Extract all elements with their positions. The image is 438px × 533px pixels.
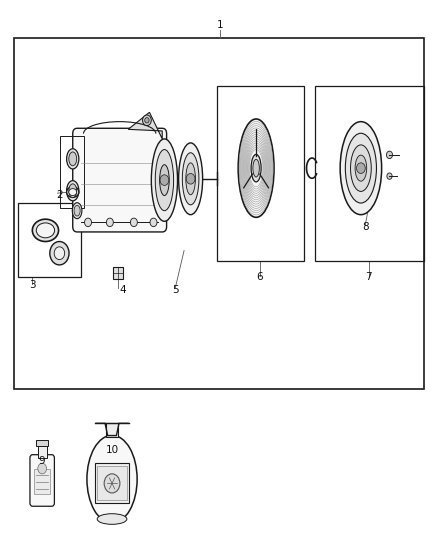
Ellipse shape	[345, 133, 376, 203]
Bar	[95, 463, 130, 503]
Ellipse shape	[67, 181, 79, 201]
Circle shape	[150, 218, 157, 227]
Ellipse shape	[69, 152, 77, 166]
Circle shape	[50, 241, 69, 265]
Text: 7: 7	[365, 272, 372, 282]
Circle shape	[131, 218, 138, 227]
Ellipse shape	[36, 223, 55, 238]
Bar	[315, 86, 424, 261]
Bar	[36, 440, 48, 446]
Ellipse shape	[67, 149, 79, 169]
Bar	[60, 136, 84, 208]
Circle shape	[160, 175, 169, 185]
Ellipse shape	[251, 155, 261, 182]
Bar	[18, 203, 81, 277]
FancyBboxPatch shape	[30, 455, 54, 506]
Ellipse shape	[186, 163, 195, 195]
Bar	[97, 466, 127, 500]
Bar	[14, 38, 424, 389]
Circle shape	[85, 218, 92, 227]
Ellipse shape	[355, 155, 367, 181]
Ellipse shape	[179, 143, 203, 215]
Ellipse shape	[32, 219, 59, 241]
Circle shape	[38, 463, 46, 474]
Text: 8: 8	[362, 222, 369, 232]
Circle shape	[357, 163, 365, 173]
Circle shape	[106, 218, 113, 227]
Polygon shape	[128, 112, 162, 139]
Ellipse shape	[151, 139, 177, 221]
Text: 3: 3	[29, 280, 35, 290]
Ellipse shape	[350, 145, 371, 191]
Ellipse shape	[69, 184, 77, 198]
Text: 4: 4	[120, 286, 126, 295]
Ellipse shape	[159, 165, 169, 196]
Ellipse shape	[67, 187, 79, 197]
Circle shape	[387, 173, 392, 179]
Ellipse shape	[253, 159, 259, 177]
Text: 9: 9	[39, 456, 46, 465]
Circle shape	[54, 247, 65, 260]
Circle shape	[104, 474, 120, 493]
Circle shape	[186, 173, 195, 184]
Ellipse shape	[97, 514, 127, 524]
Bar	[34, 469, 50, 494]
Ellipse shape	[238, 119, 274, 217]
Ellipse shape	[69, 189, 77, 196]
Bar	[106, 423, 118, 437]
Circle shape	[145, 118, 149, 123]
Ellipse shape	[340, 122, 381, 215]
Ellipse shape	[72, 203, 82, 219]
Ellipse shape	[87, 435, 137, 523]
Text: 5: 5	[172, 286, 179, 295]
Bar	[38, 446, 46, 458]
FancyBboxPatch shape	[73, 128, 166, 232]
Bar	[217, 86, 304, 261]
Ellipse shape	[182, 153, 199, 205]
Text: 2: 2	[57, 190, 63, 200]
Text: 10: 10	[106, 445, 119, 455]
Bar	[113, 267, 123, 279]
Text: 1: 1	[216, 20, 223, 30]
Circle shape	[386, 151, 392, 159]
Ellipse shape	[74, 205, 80, 216]
Circle shape	[142, 115, 151, 126]
Text: 6: 6	[256, 272, 263, 282]
Ellipse shape	[155, 150, 173, 211]
